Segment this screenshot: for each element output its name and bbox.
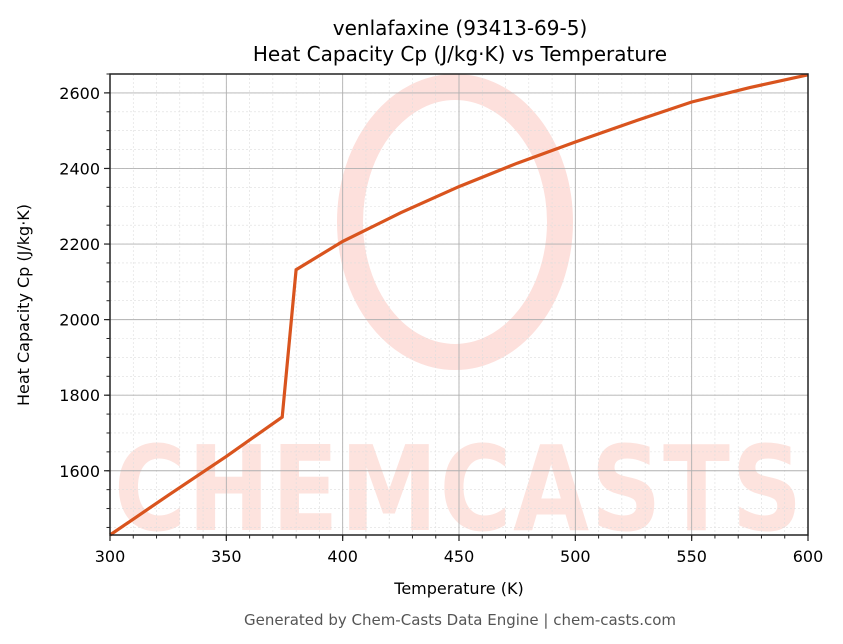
x-tick-label: 500: [560, 547, 591, 566]
x-tick-label: 550: [676, 547, 707, 566]
cp-series-line: [109, 73, 809, 537]
y-tick-label: 2600: [59, 84, 100, 103]
x-axis-ticks: 300 350 400 450 500 550 600: [95, 535, 824, 566]
x-tick-label: 400: [327, 547, 358, 566]
y-tick-label: 1600: [59, 462, 100, 481]
x-tick-label: 350: [211, 547, 242, 566]
y-axis-label: Heat Capacity Cp (J/kg·K): [14, 204, 33, 406]
watermark-ring-icon: [337, 74, 573, 370]
footer-credit: Generated by Chem-Casts Data Engine | ch…: [244, 611, 676, 629]
y-tick-label: 2000: [59, 311, 100, 330]
x-tick-label: 450: [444, 547, 475, 566]
x-axis-label: Temperature (K): [393, 579, 523, 598]
y-tick-label: 2400: [59, 159, 100, 178]
y-axis-ticks: 1600 1800 2000 2200 2400 2600: [59, 73, 110, 528]
x-tick-label: 600: [793, 547, 824, 566]
chart-title: venlafaxine (93413-69-5): [333, 16, 588, 40]
x-tick-label: 300: [95, 547, 126, 566]
y-tick-label: 1800: [59, 386, 100, 405]
chart-subtitle: Heat Capacity Cp (J/kg·K) vs Temperature: [253, 42, 667, 66]
y-tick-label: 2200: [59, 235, 100, 254]
